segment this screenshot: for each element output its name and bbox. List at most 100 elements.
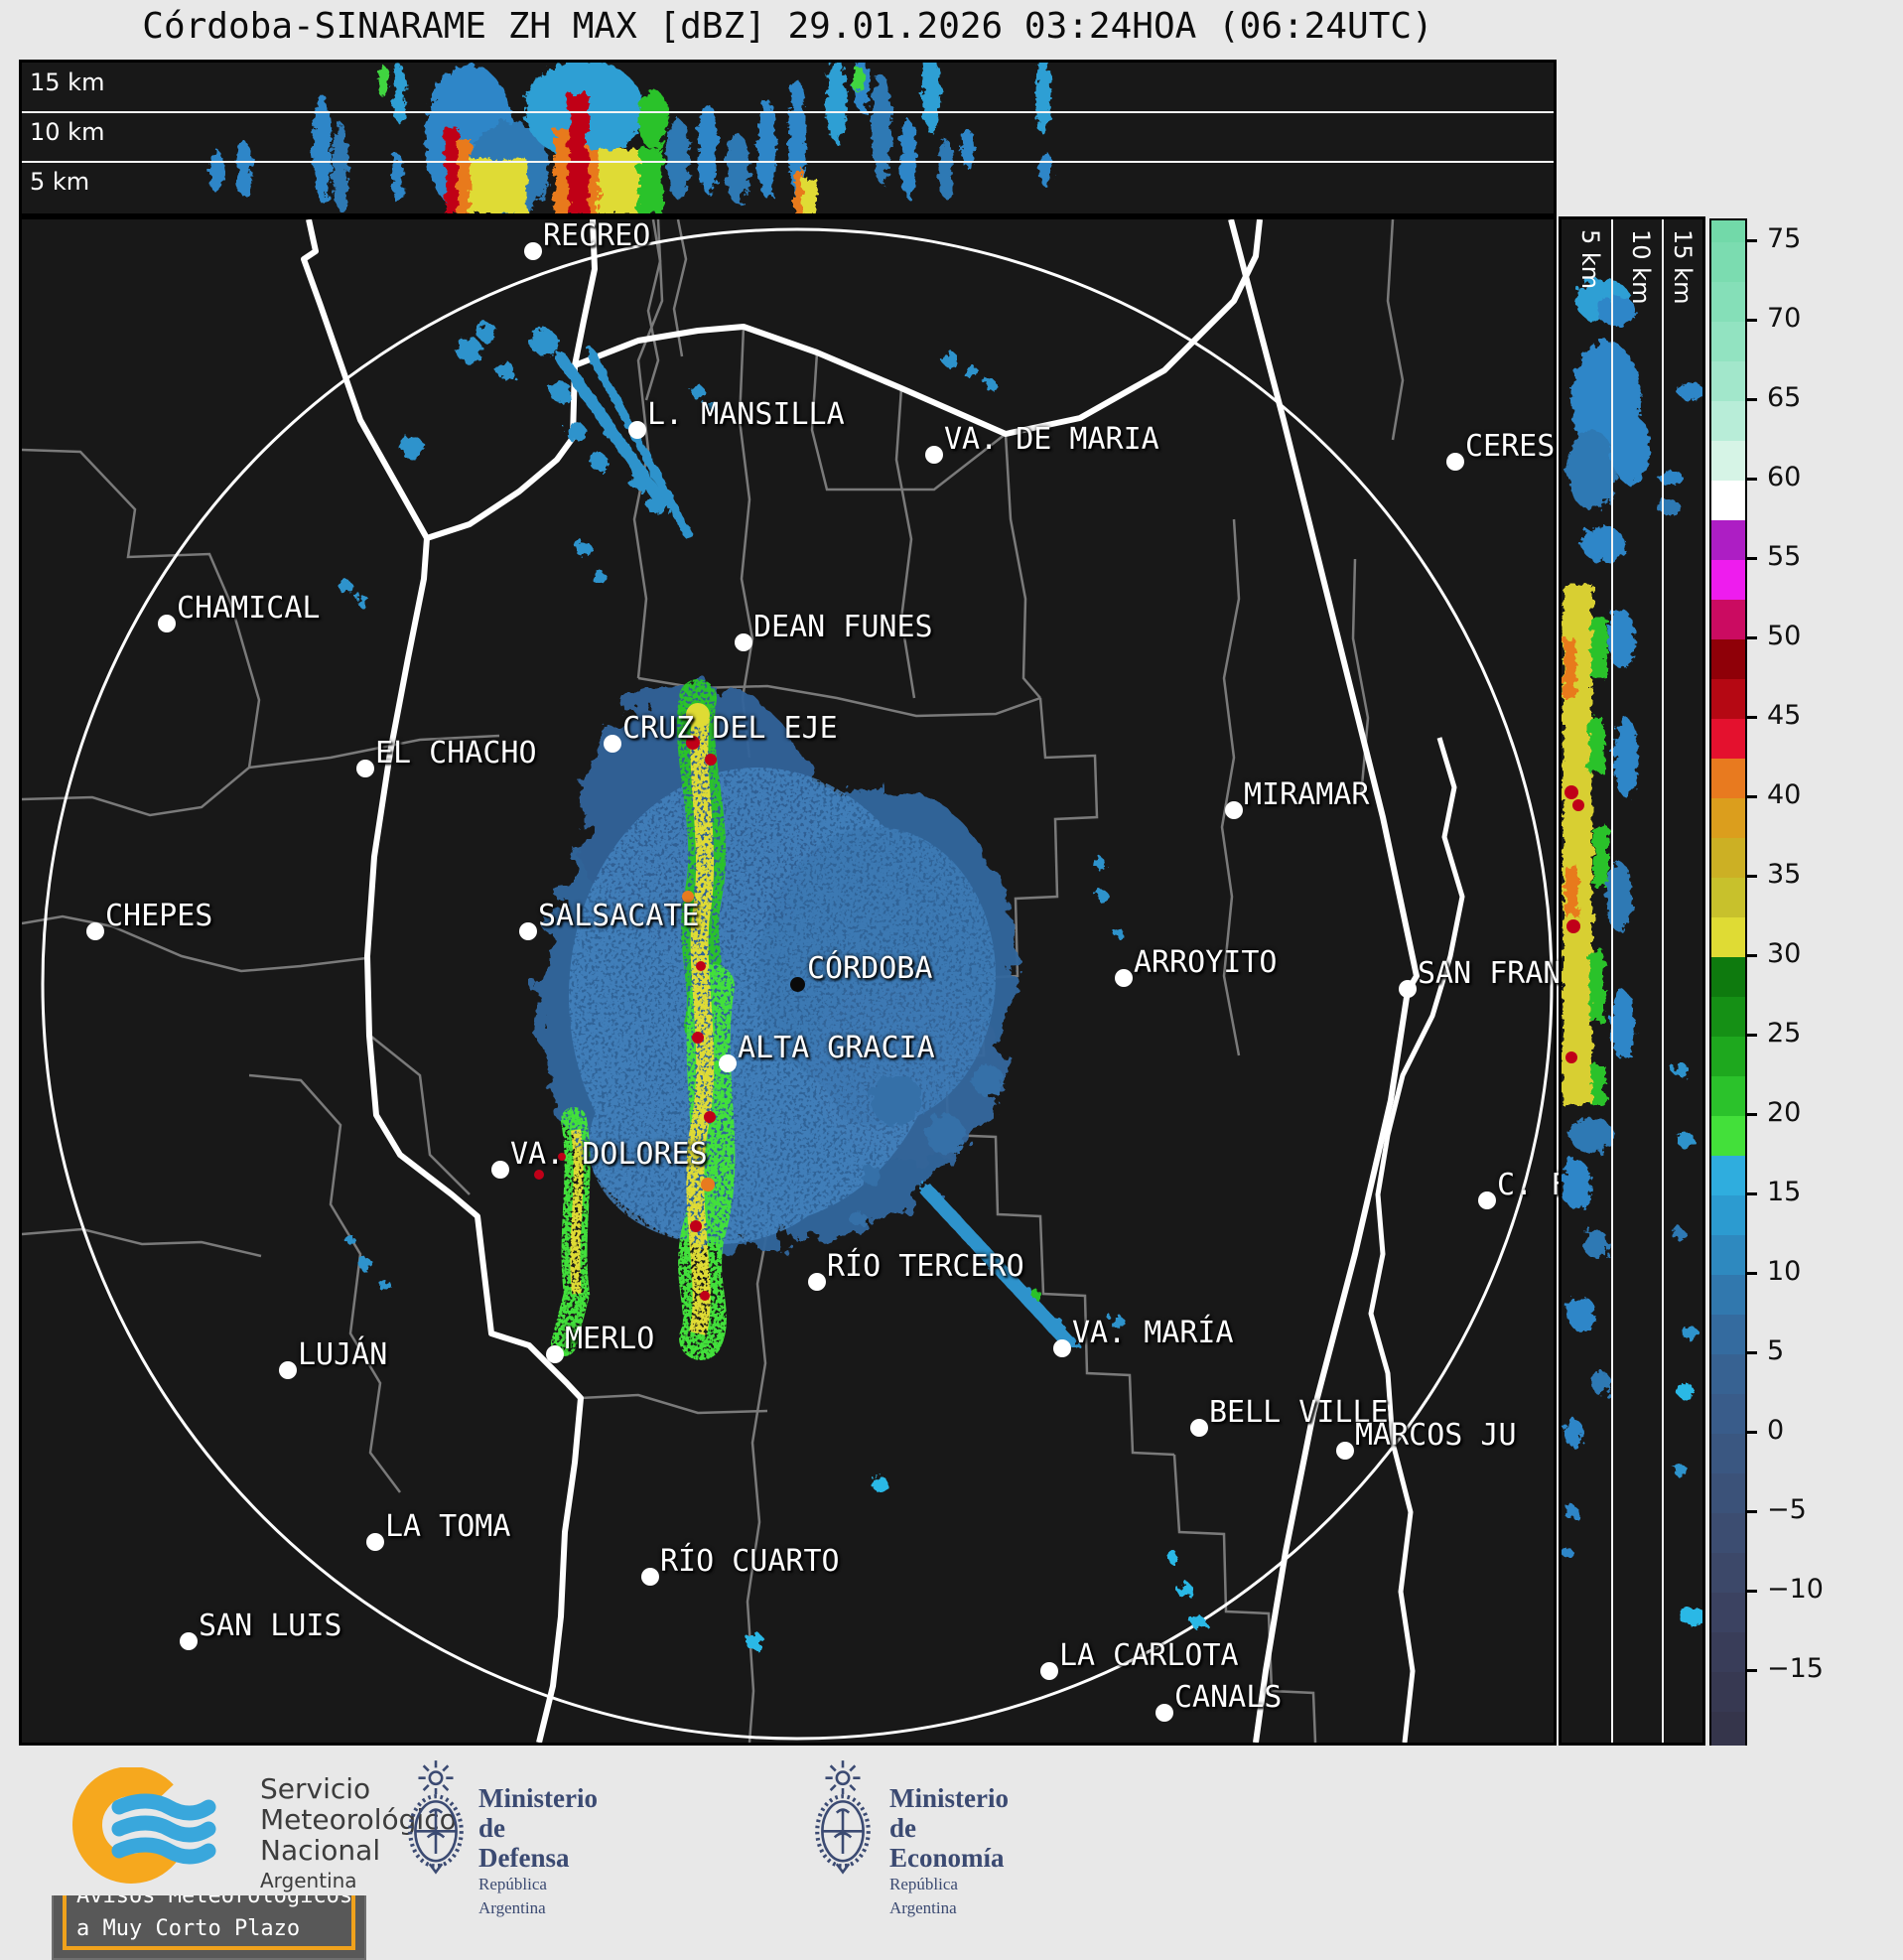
department-borders [22,219,1405,1743]
colorbar-stop [1711,1076,1745,1117]
colorbar-stop [1711,1513,1745,1554]
colorbar-tick [1745,1112,1757,1116]
colorbar-stop [1711,679,1745,720]
colorbar-stop [1711,282,1745,323]
colorbar-tick-label: 65 [1767,382,1802,414]
city-dot [1040,1662,1058,1680]
city-dot [719,1054,737,1072]
colorbar-tick-label: 0 [1767,1415,1785,1447]
city-label: SALSACATE [538,899,700,933]
ministry-economia-text: Ministerio de Economía República Argenti… [889,1783,1009,1920]
city-label: CRUZ DEL EJE [622,711,838,746]
colorbar-stop [1711,1473,1745,1514]
city-dot [1115,969,1133,987]
smn-logo-icon [72,1767,216,1884]
city-label: RÍO TERCERO [827,1249,1024,1284]
colorbar-tick [1745,397,1757,401]
ministry-economia-sub: República Argentina [889,1875,958,1917]
colorbar-stop [1711,1275,1745,1316]
city-dot [1336,1442,1354,1460]
colorbar-stop [1711,1315,1745,1355]
colorbar-tick-label: 75 [1767,223,1802,255]
city-dot [1053,1339,1071,1357]
city-dot [158,615,176,632]
colorbar-tick-label: 20 [1767,1097,1802,1129]
smn-line-2: Meteorológico [260,1803,457,1836]
top-altitude-label-15km: 15 km [30,69,105,96]
echo-nw-streaks [339,323,997,607]
cross-section-top-panel: 15 km 10 km 5 km [19,60,1557,216]
side-altitude-label-15km: 15 km [1669,229,1697,304]
coat-of-arms-icon [408,1760,464,1875]
city-dot [735,633,752,651]
colorbar-stop [1711,1195,1745,1236]
city-label: MIRAMAR [1244,777,1370,812]
ministry-economia-line-2: de Economía [889,1813,1005,1873]
colorbar-stop [1711,1712,1745,1747]
colorbar-tick-label: 70 [1767,303,1802,335]
city-label: BELL VILLE [1209,1395,1389,1430]
city-label: CERES [1465,429,1556,464]
cross-section-side-canvas: 5 km 10 km 15 km [1562,219,1702,1743]
city-dot [491,1161,509,1179]
city-label: MERLO [565,1322,655,1356]
colorbar-tick [1745,635,1757,639]
city-label: DEAN FUNES [753,610,933,644]
cross-section-side-panel: 5 km 10 km 15 km [1559,216,1705,1746]
echo-convective-line [551,679,736,1360]
colorbar-tick [1745,238,1757,242]
colorbar-stop [1711,798,1745,839]
colorbar-tick-label: 10 [1767,1256,1802,1288]
colorbar-stop [1711,1354,1745,1395]
city-dot [524,242,542,260]
colorbar-stop [1711,878,1745,918]
colorbar-tick-label: 50 [1767,621,1802,652]
colorbar-tick-label: −5 [1767,1494,1807,1526]
colorbar-stop [1711,242,1745,283]
city-label: LUJÁN [298,1337,388,1372]
city-label: MARCOS JU [1355,1418,1517,1453]
city-dot [925,446,943,464]
colorbar-stop [1711,1553,1745,1594]
city-dot [366,1533,384,1551]
colorbar-tick [1745,1668,1757,1672]
colorbar-tick-label: −15 [1767,1653,1824,1685]
city-label: LA CARLOTA [1059,1638,1239,1673]
city-dot [1446,453,1464,471]
colorbar-tick [1745,1350,1757,1354]
coat-of-arms-icon [815,1760,871,1875]
colorbar-stop [1711,1037,1745,1077]
colorbar-tick [1745,1509,1757,1513]
radar-range-ring [41,227,1554,1741]
dbz-colorbar-gradient [1711,220,1745,1747]
city-dot [641,1568,659,1586]
city-dot [1155,1704,1173,1722]
colorbar-stop [1711,1593,1745,1633]
colorbar-tick [1745,1271,1757,1275]
colorbar-tick-label: 5 [1767,1335,1785,1367]
footer: Servicio Meteorológico Nacional Argentin… [0,1746,1903,1917]
colorbar-tick [1745,318,1757,322]
colorbar-tick [1745,953,1757,957]
city-dot [1399,980,1417,998]
ministry-defensa-text: Ministerio de Defensa República Argentin… [478,1783,598,1920]
colorbar-stop [1711,1632,1745,1673]
colorbar-stop [1711,401,1745,442]
smn-wordmark: Servicio Meteorológico Nacional Argentin… [260,1773,457,1893]
colorbar-tick-label: 25 [1767,1018,1802,1050]
city-label: VA. DOLORES [510,1137,708,1172]
dbz-colorbar [1709,218,1747,1749]
colorbar-tick [1745,1033,1757,1037]
colorbar-stop [1711,520,1745,561]
colorbar-stop [1711,220,1745,243]
city-dot [1225,801,1243,819]
colorbar-stop [1711,1672,1745,1713]
echo-cores [534,703,717,1301]
colorbar-stop [1711,997,1745,1038]
page-title: Córdoba-SINARAME ZH MAX [dBZ] 29.01.2026… [142,6,1433,47]
city-dot [546,1345,564,1363]
colorbar-tick-label: 45 [1767,700,1802,732]
colorbar-stop [1711,957,1745,998]
colorbar-stop [1711,441,1745,482]
city-dot [180,1632,198,1650]
